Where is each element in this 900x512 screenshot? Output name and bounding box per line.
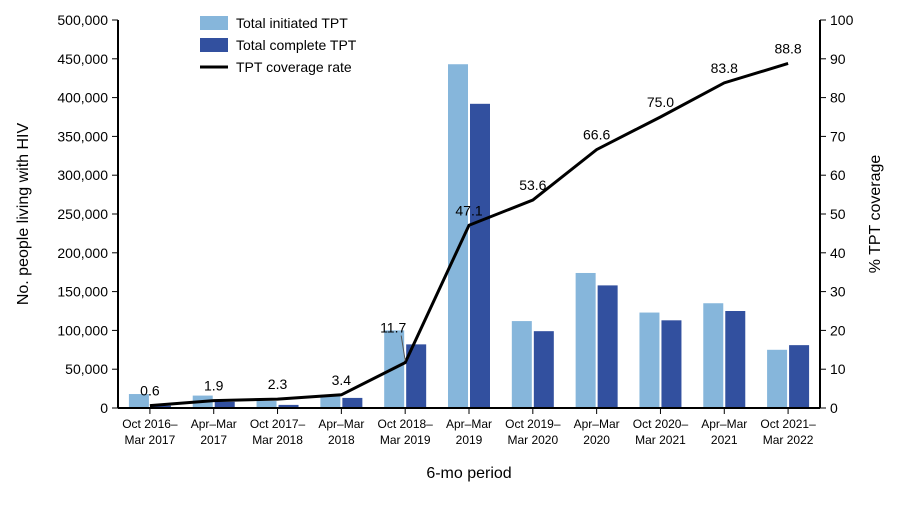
x-tick-label-l2: Mar 2022 bbox=[763, 433, 814, 447]
x-tick-label-l1: Apr–Mar bbox=[574, 417, 620, 431]
coverage-value-label: 1.9 bbox=[204, 378, 224, 394]
yleft-tick-label: 450,000 bbox=[57, 51, 108, 67]
x-tick-label-l2: 2021 bbox=[711, 433, 738, 447]
yleft-tick-label: 50,000 bbox=[65, 361, 108, 377]
yleft-tick-label: 150,000 bbox=[57, 284, 108, 300]
yright-tick-label: 40 bbox=[830, 245, 846, 261]
x-tick-label-l1: Oct 2020– bbox=[633, 417, 689, 431]
yleft-tick-label: 200,000 bbox=[57, 245, 108, 261]
bar-complete bbox=[789, 345, 809, 408]
x-tick-label-l2: 2018 bbox=[328, 433, 355, 447]
yright-tick-label: 70 bbox=[830, 128, 846, 144]
bar-complete bbox=[661, 320, 681, 408]
bar-initiated bbox=[767, 350, 787, 408]
yright-axis-label: % TPT coverage bbox=[867, 155, 884, 274]
x-tick-label-l2: Mar 2017 bbox=[125, 433, 176, 447]
coverage-value-label: 66.6 bbox=[583, 127, 610, 143]
yleft-tick-label: 400,000 bbox=[57, 90, 108, 106]
yright-tick-label: 10 bbox=[830, 361, 846, 377]
legend-label: Total complete TPT bbox=[236, 37, 357, 53]
coverage-value-label: 53.6 bbox=[519, 177, 546, 193]
legend-swatch bbox=[200, 16, 228, 30]
x-tick-label-l1: Oct 2017– bbox=[250, 417, 306, 431]
yleft-tick-label: 300,000 bbox=[57, 167, 108, 183]
x-tick-label-l2: Mar 2018 bbox=[252, 433, 303, 447]
coverage-value-label: 47.1 bbox=[455, 202, 482, 218]
coverage-value-label: 0.6 bbox=[140, 383, 160, 399]
x-tick-label-l2: Mar 2021 bbox=[635, 433, 686, 447]
x-tick-label-l2: 2020 bbox=[583, 433, 610, 447]
yright-tick-label: 90 bbox=[830, 51, 846, 67]
bar-initiated bbox=[512, 321, 532, 408]
yleft-tick-label: 500,000 bbox=[57, 12, 108, 28]
coverage-value-label: 88.8 bbox=[774, 40, 801, 56]
bar-initiated bbox=[257, 401, 277, 408]
yright-tick-label: 0 bbox=[830, 400, 838, 416]
yleft-tick-label: 0 bbox=[100, 400, 108, 416]
legend-swatch bbox=[200, 38, 228, 52]
x-tick-label-l1: Oct 2019– bbox=[505, 417, 561, 431]
x-tick-label-l1: Apr–Mar bbox=[446, 417, 492, 431]
x-tick-label-l2: Mar 2020 bbox=[507, 433, 558, 447]
yright-tick-label: 30 bbox=[830, 284, 846, 300]
x-tick-label-l2: 2019 bbox=[456, 433, 483, 447]
yright-tick-label: 60 bbox=[830, 167, 846, 183]
yright-tick-label: 100 bbox=[830, 12, 854, 28]
coverage-value-label: 3.4 bbox=[332, 372, 352, 388]
x-tick-label-l2: Mar 2019 bbox=[380, 433, 431, 447]
bar-complete bbox=[534, 331, 554, 408]
yleft-tick-label: 350,000 bbox=[57, 128, 108, 144]
x-tick-label-l1: Oct 2018– bbox=[377, 417, 433, 431]
coverage-value-label: 2.3 bbox=[268, 376, 288, 392]
bar-complete bbox=[342, 398, 362, 408]
x-axis-label: 6-mo period bbox=[426, 465, 511, 482]
bar-initiated bbox=[703, 303, 723, 408]
x-tick-label-l2: 2017 bbox=[200, 433, 227, 447]
legend-label: TPT coverage rate bbox=[236, 59, 352, 75]
coverage-value-label: 75.0 bbox=[647, 94, 674, 110]
x-tick-label-l1: Oct 2016– bbox=[122, 417, 178, 431]
x-tick-label-l1: Apr–Mar bbox=[191, 417, 237, 431]
bar-initiated bbox=[639, 313, 659, 408]
combo-chart: 0 50,000 100,000 150,000 200,000 250,000 300,0… bbox=[0, 0, 900, 512]
yright-tick-label: 80 bbox=[830, 90, 846, 106]
x-tick-label-l1: Oct 2021– bbox=[760, 417, 816, 431]
bar-complete bbox=[725, 311, 745, 408]
coverage-value-label: 83.8 bbox=[711, 60, 738, 76]
x-tick-label-l1: Apr–Mar bbox=[701, 417, 747, 431]
yleft-tick-label: 250,000 bbox=[57, 206, 108, 222]
bar-complete bbox=[470, 104, 490, 408]
bar-initiated bbox=[576, 273, 596, 408]
coverage-value-label: 11.7 bbox=[380, 320, 406, 336]
yleft-tick-label: 100,000 bbox=[57, 322, 108, 338]
chart-container: 0 50,000 100,000 150,000 200,000 250,000 300,0… bbox=[0, 0, 900, 512]
yright-tick-label: 20 bbox=[830, 322, 846, 338]
yright-tick-label: 50 bbox=[830, 206, 846, 222]
yleft-axis-label: No. people living with HIV bbox=[15, 123, 32, 306]
x-tick-label-l1: Apr–Mar bbox=[318, 417, 364, 431]
legend-label: Total initiated TPT bbox=[236, 15, 348, 31]
bar-complete bbox=[598, 285, 618, 408]
